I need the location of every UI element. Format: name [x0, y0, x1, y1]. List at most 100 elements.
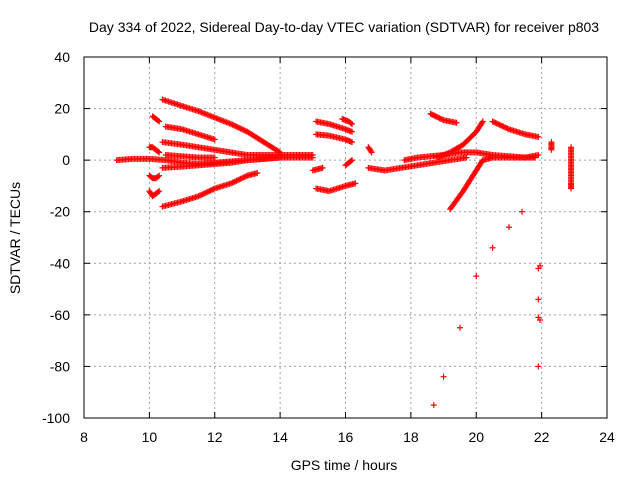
data-point [211, 136, 218, 143]
data-point [432, 113, 439, 120]
x-tick-label: 14 [272, 429, 288, 445]
data-point [490, 119, 497, 126]
series-track-ab [568, 144, 575, 192]
data-point [505, 224, 512, 231]
data-point [430, 112, 437, 119]
series-track-j [159, 154, 284, 171]
series-track-m [313, 131, 356, 146]
data-point [367, 148, 374, 155]
data-point [209, 186, 216, 193]
data-point [434, 113, 441, 120]
series-track-f [159, 96, 284, 156]
series-track-n [309, 164, 326, 174]
data-point [435, 114, 442, 121]
data-point [535, 151, 542, 158]
x-tick-label: 12 [207, 429, 223, 445]
data-point [234, 124, 241, 131]
y-tick-label: 40 [54, 49, 70, 65]
data-point [237, 125, 244, 132]
series-track-p [339, 115, 356, 128]
x-tick-label: 22 [534, 429, 550, 445]
data-point [228, 180, 235, 187]
y-tick-label: -100 [42, 410, 70, 426]
data-point [309, 151, 316, 158]
chart-title: Day 334 of 2022, Sidereal Day-to-day VTE… [89, 19, 599, 35]
data-point [156, 118, 163, 125]
series-track-o [313, 180, 359, 195]
y-tick-label: -20 [50, 204, 70, 220]
data-point [347, 158, 354, 165]
data-point [519, 208, 526, 215]
series-track-y [430, 208, 526, 409]
data-point [536, 262, 543, 269]
data-point [241, 127, 248, 134]
data-point [200, 190, 207, 197]
data-point [437, 115, 444, 122]
data-point [230, 179, 237, 186]
data-point [496, 121, 503, 128]
data-point [232, 178, 239, 185]
data-point [499, 122, 506, 129]
data-point [155, 188, 162, 195]
series-track-c [149, 113, 163, 125]
data-point [430, 402, 437, 409]
data-point [493, 120, 500, 127]
x-tick-label: 10 [142, 429, 158, 445]
data-point [463, 154, 470, 161]
data-point [233, 123, 240, 130]
data-point [568, 185, 575, 192]
data-point [349, 157, 356, 164]
x-axis-title: GPS time / hours [291, 457, 398, 473]
data-point [349, 139, 356, 146]
series-track-r [365, 144, 375, 156]
data-point [319, 164, 326, 171]
y-tick-label: 20 [54, 101, 70, 117]
data-point [277, 154, 284, 161]
data-point [504, 125, 511, 132]
data-point [349, 128, 356, 135]
data-point [489, 244, 496, 251]
series-track-d [146, 144, 163, 156]
data-point [196, 192, 203, 199]
data-point [501, 124, 508, 131]
series-track-l [313, 118, 356, 135]
data-point [368, 149, 375, 156]
data-point [207, 187, 214, 194]
y-axis-ticks: -100 -80 -60 -40 -20 0 20 40 [42, 49, 607, 426]
data-point [500, 123, 507, 130]
data-point [535, 363, 542, 370]
series-track-u [427, 110, 460, 126]
data-point [234, 177, 241, 184]
series-track-q [342, 157, 356, 169]
series-track-h [162, 123, 218, 143]
data-point [156, 188, 163, 195]
data-point [347, 120, 354, 127]
series-track-z [535, 262, 543, 370]
data-point [236, 176, 243, 183]
series-track-w [447, 151, 542, 213]
data-point [238, 175, 245, 182]
data-point [238, 126, 245, 133]
data-point [439, 116, 446, 123]
data-point [352, 180, 359, 187]
data-point [229, 121, 236, 128]
data-point [453, 119, 460, 126]
data-point [206, 188, 213, 195]
data-point [233, 177, 240, 184]
data-point [210, 186, 217, 193]
data-point [456, 324, 463, 331]
data-point [492, 119, 499, 126]
data-point [232, 122, 239, 129]
series-track-aa [548, 139, 555, 153]
data-point [428, 111, 435, 118]
series-track-v [434, 118, 486, 161]
data-point [436, 115, 443, 122]
data-point [155, 173, 162, 180]
data-point [240, 126, 247, 133]
data-point [199, 191, 206, 198]
data-point [243, 173, 250, 180]
data-point [497, 122, 504, 129]
data-point [427, 110, 434, 117]
data-point [198, 191, 205, 198]
